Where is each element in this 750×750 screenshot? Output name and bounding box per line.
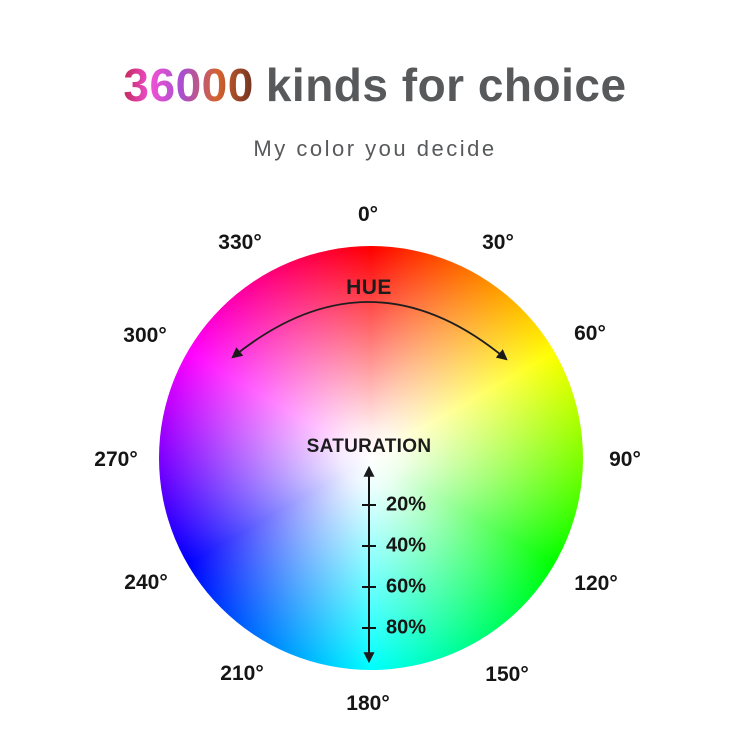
hue-angle-label-150: 150° <box>485 663 529 686</box>
hue-label: HUE <box>346 276 392 299</box>
hue-angle-label-330: 330° <box>218 231 262 254</box>
hue-angle-label-30: 30° <box>482 231 514 254</box>
saturation-tick-label-20: 20% <box>386 493 427 516</box>
hue-angle-label-60: 60° <box>574 322 606 345</box>
color-wheel <box>159 246 583 670</box>
hue-angle-label-210: 210° <box>220 662 264 685</box>
hue-angle-label-270: 270° <box>94 448 138 471</box>
saturation-tick-label-40: 40% <box>386 534 427 557</box>
subtitle: My color you decide <box>253 136 497 161</box>
saturation-tick-label-60: 60% <box>386 575 427 598</box>
hue-angle-label-0: 0° <box>357 203 379 226</box>
saturation-label: SATURATION <box>306 436 432 457</box>
saturation-tick-label-80: 80% <box>386 616 427 639</box>
title-highlight-number: 36000 <box>123 59 254 111</box>
hue-angle-label-300: 300° <box>123 324 167 347</box>
hue-angle-label-180: 180° <box>346 692 390 715</box>
hue-angle-label-90: 90° <box>609 448 641 471</box>
hue-angle-label-240: 240° <box>124 571 168 594</box>
page-title: 36000 kinds for choice <box>0 60 750 111</box>
title-rest-text: kinds for choice <box>265 59 627 111</box>
hue-angle-label-120: 120° <box>574 572 618 595</box>
